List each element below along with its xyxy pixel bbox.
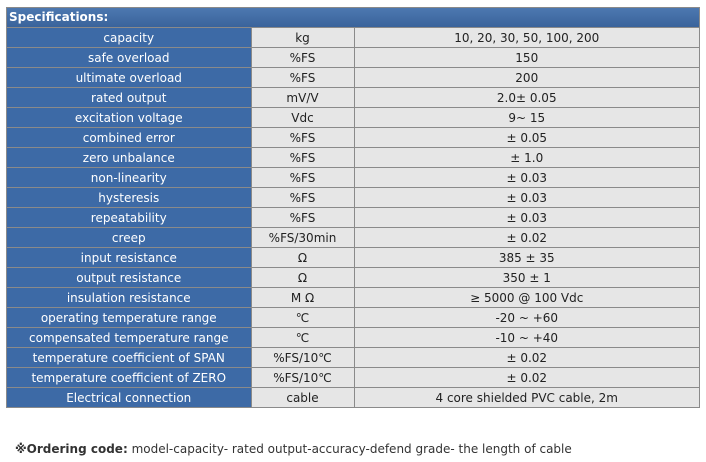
spec-value-cell: ≥ 5000 @ 100 Vdc: [353, 287, 699, 308]
spec-row: repeatability %FS ± 0.03: [7, 207, 699, 228]
spec-param-cell: rated output: [7, 87, 252, 108]
spec-unit-cell: ℃: [250, 307, 355, 328]
spec-unit-cell: Ω: [250, 247, 355, 268]
spec-unit-cell: cable: [250, 387, 355, 407]
spec-value-cell: ± 0.03: [353, 167, 699, 188]
spec-param-cell: operating temperature range: [7, 307, 252, 328]
spec-unit-cell: %FS: [250, 47, 355, 68]
spec-row: hysteresis %FS ± 0.03: [7, 187, 699, 208]
spec-row: insulation resistance M Ω ≥ 5000 @ 100 Vdc: [7, 287, 699, 308]
spec-row: safe overload %FS 150: [7, 47, 699, 68]
spec-value-cell: -10 ~ +40: [353, 327, 699, 348]
spec-row: excitation voltage Vdc 9~ 15: [7, 107, 699, 128]
spec-param-cell: safe overload: [7, 47, 252, 68]
ordering-code-label: ※Ordering code:: [15, 442, 128, 456]
spec-param-cell: capacity: [7, 28, 252, 48]
spec-row: input resistance Ω 385 ± 35: [7, 247, 699, 268]
spec-value-cell: ± 0.05: [353, 127, 699, 148]
spec-row: compensated temperature range ℃ -10 ~ +40: [7, 327, 699, 348]
spec-value-cell: ± 0.02: [353, 347, 699, 368]
spec-param-cell: insulation resistance: [7, 287, 252, 308]
spec-value-cell: ± 1.0: [353, 147, 699, 168]
spec-unit-cell: kg: [250, 28, 355, 48]
spec-param-cell: temperature coefficient of ZERO: [7, 367, 252, 388]
spec-row: temperature coefficient of SPAN %FS/10℃ ± …: [7, 347, 699, 368]
spec-unit-cell: ℃: [250, 327, 355, 348]
spec-unit-cell: Ω: [250, 267, 355, 288]
spec-row: temperature coefficient of ZERO %FS/10℃ ± …: [7, 367, 699, 388]
spec-value-cell: 150: [353, 47, 699, 68]
spec-unit-cell: %FS/10℃: [250, 367, 355, 388]
spec-param-cell: input resistance: [7, 247, 252, 268]
spec-param-cell: non-linearity: [7, 167, 252, 188]
specifications-table-container: Specifications: capacity kg 10, 20, 30, 50…: [6, 7, 700, 408]
spec-row: operating temperature range ℃ -20 ~ +60: [7, 307, 699, 328]
spec-param-cell: zero unbalance: [7, 147, 252, 168]
spec-param-cell: combined error: [7, 127, 252, 148]
spec-value-cell: 2.0± 0.05: [353, 87, 699, 108]
spec-unit-cell: M Ω: [250, 287, 355, 308]
spec-unit-cell: %FS/30min: [250, 227, 355, 248]
spec-param-cell: temperature coefficient of SPAN: [7, 347, 252, 368]
spec-param-cell: ultimate overload: [7, 67, 252, 88]
spec-row: output resistance Ω 350 ± 1: [7, 267, 699, 288]
spec-unit-cell: %FS/10℃: [250, 347, 355, 368]
ordering-code-text: model-capacity- rated output-accuracy-de…: [127, 442, 572, 456]
spec-value-cell: ± 0.02: [353, 227, 699, 248]
spec-unit-cell: %FS: [250, 127, 355, 148]
spec-value-cell: 10, 20, 30, 50, 100, 200: [353, 28, 699, 48]
spec-unit-cell: %FS: [250, 67, 355, 88]
spec-value-cell: 385 ± 35: [353, 247, 699, 268]
specifications-table: capacity kg 10, 20, 30, 50, 100, 200 safe o…: [7, 28, 699, 407]
spec-param-cell: hysteresis: [7, 187, 252, 208]
spec-param-cell: creep: [7, 227, 252, 248]
spec-param-cell: repeatability: [7, 207, 252, 228]
spec-unit-cell: %FS: [250, 147, 355, 168]
spec-value-cell: ± 0.03: [353, 187, 699, 208]
spec-value-cell: 350 ± 1: [353, 267, 699, 288]
spec-row: capacity kg 10, 20, 30, 50, 100, 200: [7, 28, 699, 48]
spec-param-cell: output resistance: [7, 267, 252, 288]
spec-row: non-linearity %FS ± 0.03: [7, 167, 699, 188]
spec-row: ultimate overload %FS 200: [7, 67, 699, 88]
spec-value-cell: ± 0.02: [353, 367, 699, 388]
ordering-code-note: ※Ordering code: model-capacity- rated ou…: [15, 442, 572, 456]
specifications-header: Specifications:: [7, 8, 699, 28]
spec-value-cell: 9~ 15: [353, 107, 699, 128]
spec-value-cell: -20 ~ +60: [353, 307, 699, 328]
spec-unit-cell: %FS: [250, 187, 355, 208]
spec-row: creep %FS/30min ± 0.02: [7, 227, 699, 248]
spec-param-cell: Electrical connection: [7, 387, 252, 407]
spec-unit-cell: %FS: [250, 167, 355, 188]
spec-unit-cell: %FS: [250, 207, 355, 228]
spec-row: zero unbalance %FS ± 1.0: [7, 147, 699, 168]
spec-value-cell: ± 0.03: [353, 207, 699, 228]
spec-row: Electrical connection cable 4 core shielde…: [7, 387, 699, 407]
spec-value-cell: 200: [353, 67, 699, 88]
spec-param-cell: excitation voltage: [7, 107, 252, 128]
spec-value-cell: 4 core shielded PVC cable, 2m: [353, 387, 699, 407]
spec-unit-cell: Vdc: [250, 107, 355, 128]
spec-param-cell: compensated temperature range: [7, 327, 252, 348]
spec-unit-cell: mV/V: [250, 87, 355, 108]
spec-row: combined error %FS ± 0.05: [7, 127, 699, 148]
spec-row: rated output mV/V 2.0± 0.05: [7, 87, 699, 108]
